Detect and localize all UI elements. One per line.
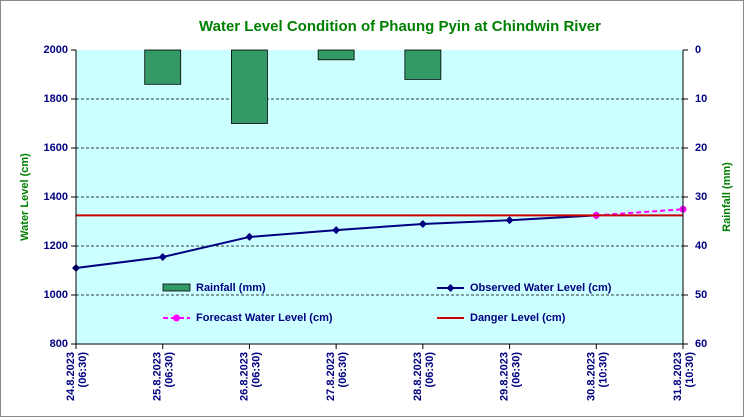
y2-tick-label: 30 — [695, 191, 707, 203]
y2-tick-label: 50 — [695, 289, 707, 301]
x-tick-label: 29.8.2023(06:30) — [499, 352, 523, 401]
rainfall-bar — [317, 49, 355, 61]
y2-tick-label: 40 — [695, 240, 707, 252]
marker — [418, 219, 427, 228]
x-tick-time: (06:30) — [424, 352, 436, 388]
y-tick-label: 1800 — [44, 93, 68, 105]
x-tick-label: 31.8.2023(10:30) — [672, 352, 696, 401]
y-tick-label: 1200 — [44, 240, 68, 252]
marker — [158, 253, 167, 262]
y-tick-label: 1400 — [44, 191, 68, 203]
x-tick-time: (06:30) — [250, 352, 262, 388]
y2-tick-label: 10 — [695, 93, 707, 105]
marker — [332, 226, 341, 235]
x-tick-date: 24.8.2023 — [65, 352, 77, 401]
x-tick-label: 24.8.2023(06:30) — [65, 352, 89, 401]
y-tick-label: 800 — [50, 338, 68, 350]
y-tick-label: 2000 — [44, 44, 68, 56]
legend-label: Forecast Water Level (cm) — [196, 312, 333, 324]
x-tick-time: (10:30) — [684, 352, 696, 388]
y2-tick-label: 0 — [695, 44, 701, 56]
x-tick-date: 27.8.2023 — [325, 352, 337, 401]
x-tick-time: (10:30) — [597, 352, 609, 388]
x-tick-label: 30.8.2023(10:30) — [585, 352, 609, 401]
legend-swatch — [162, 283, 191, 292]
y-tick-label: 1000 — [44, 289, 68, 301]
x-tick-date: 26.8.2023 — [238, 352, 250, 401]
x-tick-date: 29.8.2023 — [499, 352, 511, 401]
x-tick-time: (06:30) — [164, 352, 176, 388]
marker — [245, 232, 254, 241]
legend-label: Observed Water Level (cm) — [470, 282, 612, 294]
x-tick-time: (06:30) — [77, 352, 89, 388]
rainfall-bar — [404, 49, 442, 80]
x-tick-label: 27.8.2023(06:30) — [325, 352, 349, 401]
y-tick-label: 1600 — [44, 142, 68, 154]
legend-marker — [173, 314, 180, 322]
rainfall-bar — [144, 49, 182, 85]
x-tick-date: 30.8.2023 — [585, 352, 597, 401]
x-tick-label: 28.8.2023(06:30) — [412, 352, 436, 401]
x-tick-time: (06:30) — [511, 352, 523, 388]
y2-tick-label: 60 — [695, 338, 707, 350]
y2-tick-label: 20 — [695, 142, 707, 154]
x-tick-label: 26.8.2023(06:30) — [238, 352, 262, 401]
x-tick-label: 25.8.2023(06:30) — [152, 352, 176, 401]
marker — [505, 216, 514, 225]
rainfall-bar — [231, 49, 268, 124]
x-tick-time: (06:30) — [337, 352, 349, 388]
x-tick-date: 25.8.2023 — [152, 352, 164, 401]
chart-title: Water Level Condition of Phaung Pyin at … — [199, 18, 601, 35]
x-tick-date: 31.8.2023 — [672, 352, 684, 401]
series-line — [596, 208, 684, 217]
y-axis-title: Water Level (cm) — [19, 153, 31, 241]
y2-axis-title: Rainfall (mm) — [721, 162, 733, 232]
legend-marker — [446, 284, 455, 292]
x-tick-date: 28.8.2023 — [412, 352, 424, 401]
legend-label: Rainfall (mm) — [196, 282, 266, 294]
legend-label: Danger Level (cm) — [470, 312, 566, 324]
